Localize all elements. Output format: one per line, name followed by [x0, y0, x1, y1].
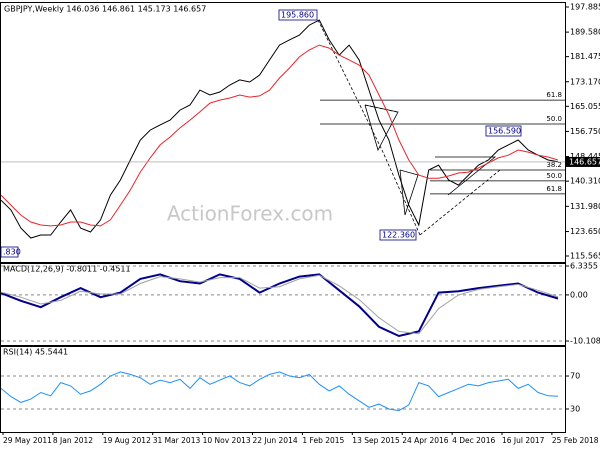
x-tick-label: 4 Dec 2016: [452, 436, 495, 445]
fib-label: 61.8: [546, 91, 562, 99]
annotation-box: [278, 9, 318, 21]
pattern: [435, 156, 497, 196]
y-tick-label: 140.310: [570, 177, 600, 186]
y-tick-label: 6.3355: [570, 261, 598, 270]
fib-label: 50.0: [546, 115, 562, 123]
x-tick-label: 8 Jan 2012: [53, 436, 93, 445]
trendline: [381, 149, 421, 236]
pattern: [364, 104, 399, 152]
annotation-box: [0, 246, 19, 258]
chart-title: GBPJPY,Weekly 146.036 146.861 145.173 14…: [4, 5, 206, 14]
y-tick-label: 189.580: [570, 28, 600, 37]
annotation: 156.590: [488, 127, 521, 136]
x-tick-label: 10 Nov 2013: [203, 436, 251, 445]
annotation: 195.860: [281, 11, 314, 20]
patterns: [364, 104, 497, 216]
y-tick-label: 0.00: [570, 290, 588, 299]
y-tick-label: 115.565: [570, 251, 600, 260]
y-tick-label: 165.055: [570, 102, 600, 111]
x-tick-label: 29 May 2011: [3, 436, 52, 445]
x-tick-label: 25 Feb 2018: [552, 436, 599, 445]
annotation-box: [485, 125, 522, 137]
fib-label: 61.8: [546, 185, 562, 193]
y-tick-label: 156.750: [570, 127, 600, 136]
series-line: [0, 274, 559, 335]
pattern: [399, 169, 419, 216]
x-tick-label: 31 Mar 2013: [153, 436, 201, 445]
last-price-label: 146.657: [569, 157, 600, 166]
macd-panel: [0, 263, 566, 346]
y-tick-label: 123.650: [570, 227, 600, 236]
series-line: [0, 44, 559, 227]
y-tick-label: 131.980: [570, 202, 600, 211]
rsi-panel: [0, 346, 566, 433]
rsi-title: RSI(14) 45.5441: [3, 348, 68, 357]
fib-label: 50.0: [546, 172, 562, 180]
y-tick-label: -10.1082: [570, 337, 600, 346]
series-line: [0, 19, 559, 239]
x-tick-label: 16 Jul 2017: [502, 436, 545, 445]
y-tick-label: 197.885: [570, 3, 600, 12]
y-tick-label: 70: [570, 372, 580, 381]
annotation: .830: [3, 248, 21, 257]
x-tick-label: 24 Apr 2016: [402, 436, 449, 445]
series-line: [0, 273, 559, 338]
y-tick-label: 148.445: [570, 152, 600, 161]
x-tick-label: 22 Jun 2014: [253, 436, 298, 445]
x-tick-label: 13 Sep 2015: [352, 436, 400, 445]
y-tick-label: 30: [570, 404, 580, 413]
y-tick-label: 181.475: [570, 52, 600, 61]
annotation-box: [379, 229, 417, 241]
annotation: 122.360: [382, 231, 415, 240]
macd-title: MACD(12,26,9) -0.8011 -0.4511: [3, 265, 131, 274]
series-line: [0, 371, 559, 412]
price-panel: [0, 2, 566, 263]
x-tick-label: 1 Feb 2015: [302, 436, 344, 445]
y-tick-label: 173.170: [570, 77, 600, 86]
last-price-tag: [566, 156, 600, 167]
fib-label: 38.2: [546, 161, 562, 169]
watermark: ActionForex.com: [167, 202, 333, 226]
x-tick-label: 19 Aug 2012: [103, 436, 151, 445]
